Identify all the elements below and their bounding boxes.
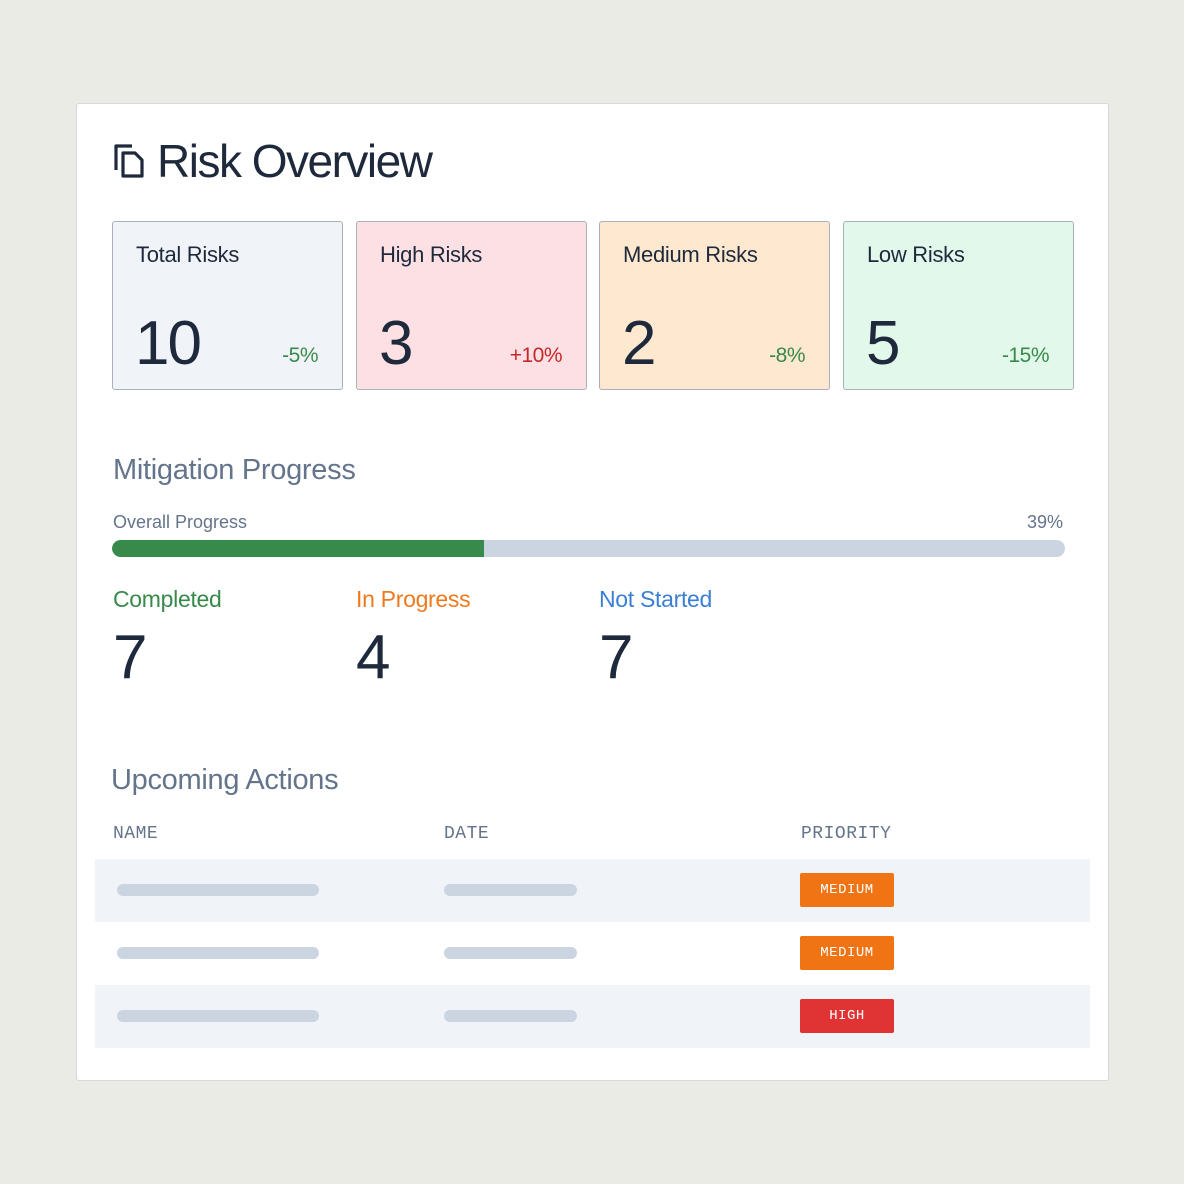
overall-progress-fill	[112, 540, 484, 557]
mitigation-label: In Progress	[356, 586, 471, 612]
stat-label: Medium Risks	[623, 242, 758, 267]
mitigation-in-progress: In Progress 4	[356, 586, 471, 692]
stat-card-high-risks: High Risks 3 +10%	[356, 221, 587, 390]
upcoming-actions-title: Upcoming Actions	[111, 764, 339, 796]
risk-overview-card: Risk Overview Total Risks 10 -5% High Ri…	[76, 103, 1109, 1081]
table-row[interactable]: MEDIUM	[95, 859, 1090, 922]
mitigation-value: 7	[599, 623, 634, 692]
overall-progress-bar	[112, 540, 1065, 557]
name-placeholder	[117, 947, 319, 959]
stat-card-low-risks: Low Risks 5 -15%	[843, 221, 1074, 390]
stat-card-medium-risks: Medium Risks 2 -8%	[599, 221, 830, 390]
priority-badge: MEDIUM	[800, 936, 894, 970]
stat-change: -15%	[1001, 344, 1050, 367]
page-title: Risk Overview	[157, 135, 433, 187]
mitigation-completed: Completed 7	[113, 586, 222, 689]
overall-progress-value: 39%	[1026, 512, 1063, 532]
mitigation-value: 4	[356, 623, 391, 692]
mitigation-label: Not Started	[599, 586, 713, 612]
stat-value: 3	[379, 309, 414, 378]
stat-card-total-risks: Total Risks 10 -5%	[112, 221, 343, 390]
column-header-date: DATE	[444, 824, 490, 844]
stat-label: High Risks	[380, 242, 483, 267]
copy-icon	[114, 144, 144, 178]
mitigation-value: 7	[113, 623, 148, 692]
stat-value: 10	[135, 309, 202, 378]
stat-label: Total Risks	[136, 242, 240, 267]
stat-change: -5%	[282, 344, 318, 367]
stat-value: 5	[866, 309, 901, 378]
name-placeholder	[117, 884, 319, 896]
date-placeholder	[444, 1010, 577, 1022]
stat-change: -8%	[769, 344, 805, 367]
stat-label: Low Risks	[867, 242, 965, 267]
date-placeholder	[444, 947, 577, 959]
column-header-priority: PRIORITY	[801, 824, 892, 844]
overall-progress-label: Overall Progress	[113, 512, 248, 532]
header: Risk Overview	[113, 134, 433, 188]
priority-badge: MEDIUM	[800, 873, 894, 907]
stat-change: +10%	[509, 344, 563, 367]
name-placeholder	[117, 1010, 319, 1022]
table-row[interactable]: MEDIUM	[95, 922, 1090, 985]
stat-value: 2	[622, 309, 657, 378]
mitigation-not-started: Not Started 7	[599, 586, 712, 689]
priority-badge: HIGH	[800, 999, 894, 1033]
mitigation-progress-title: Mitigation Progress	[113, 454, 356, 486]
table-row[interactable]: HIGH	[95, 985, 1090, 1048]
mitigation-label: Completed	[113, 586, 222, 612]
column-header-name: NAME	[113, 824, 159, 844]
date-placeholder	[444, 884, 577, 896]
